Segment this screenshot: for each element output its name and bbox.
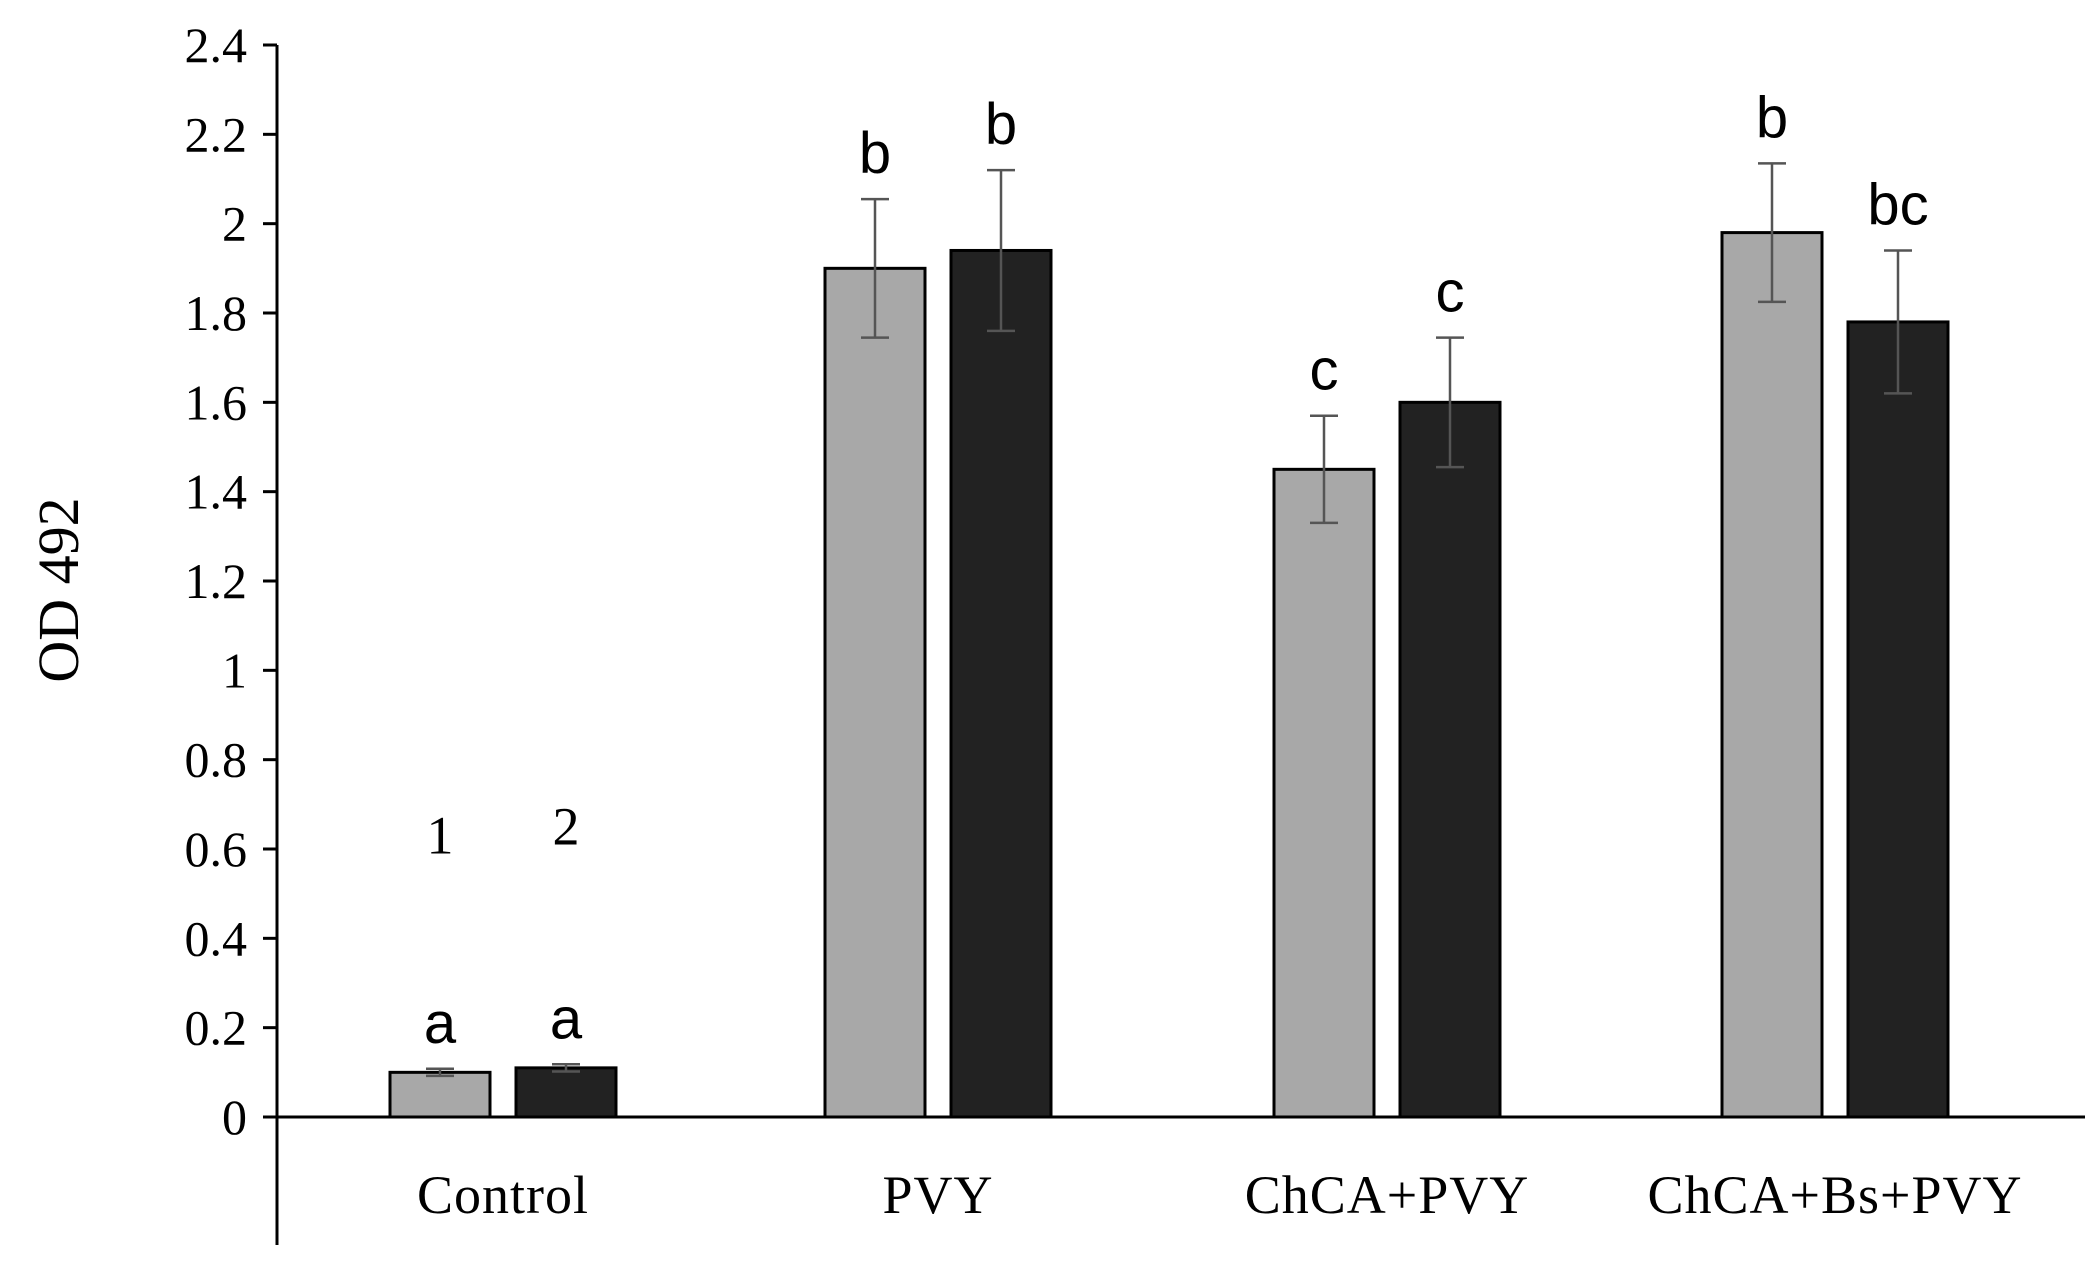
- bar: [1272, 467, 1376, 1119]
- y-tick-label: 2.2: [185, 106, 248, 162]
- x-category-label: PVY: [882, 1165, 993, 1225]
- significance-label: a: [550, 986, 583, 1051]
- significance-label: b: [985, 92, 1017, 157]
- bar: [1846, 320, 1950, 1119]
- y-axis-title: OD 492: [26, 497, 91, 682]
- significance-label: c: [1310, 338, 1339, 403]
- y-tick-label: 1.6: [185, 374, 248, 430]
- significance-label: b: [1756, 85, 1788, 150]
- y-tick-label: 1.8: [185, 285, 248, 341]
- x-category-label: Control: [417, 1165, 589, 1225]
- significance-label: bc: [1867, 172, 1928, 237]
- y-tick-label: 0.8: [185, 732, 248, 788]
- significance-label: c: [1436, 260, 1465, 325]
- y-tick-label: 0.2: [185, 1000, 248, 1056]
- x-category-label: ChCA+PVY: [1245, 1165, 1530, 1225]
- y-tick-label: 0.6: [185, 821, 248, 877]
- y-tick-label: 2.4: [185, 17, 248, 73]
- y-tick-label: 1.2: [185, 553, 248, 609]
- x-category-label: ChCA+Bs+PVY: [1648, 1165, 2023, 1225]
- y-tick-label: 1.4: [185, 464, 248, 520]
- significance-label: a: [424, 991, 457, 1056]
- y-tick-label: 0: [222, 1089, 247, 1145]
- bar: [1720, 231, 1824, 1119]
- bar: [388, 1070, 492, 1119]
- bar: [823, 266, 927, 1119]
- series-number-label: 2: [553, 797, 580, 857]
- series-number-label: 1: [427, 806, 454, 866]
- bar: [1398, 400, 1502, 1119]
- y-tick-label: 0.4: [185, 910, 248, 966]
- significance-label: b: [859, 121, 891, 186]
- bar: [514, 1066, 618, 1119]
- y-tick-label: 1: [222, 642, 247, 698]
- y-tick-label: 2: [222, 196, 247, 252]
- bar: [949, 248, 1053, 1119]
